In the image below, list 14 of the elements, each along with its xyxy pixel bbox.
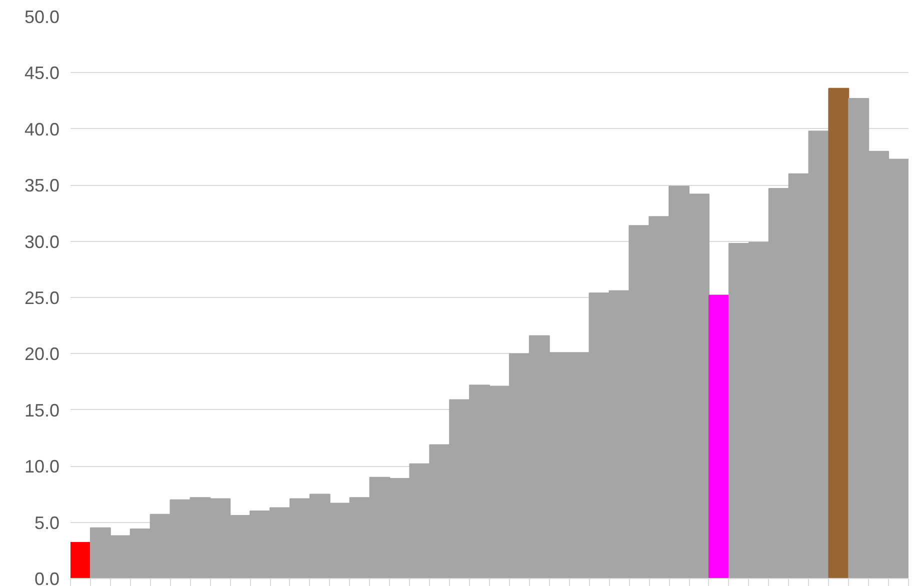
bar xyxy=(708,294,730,578)
y-tick-label: 40.0 xyxy=(24,119,60,140)
y-tick-label: 20.0 xyxy=(24,344,60,364)
y-tick-label: 45.0 xyxy=(24,63,60,84)
y-tick-label: 30.0 xyxy=(24,232,60,252)
bar xyxy=(70,542,91,578)
y-tick-label: 10.0 xyxy=(24,456,60,477)
y-tick-label: 35.0 xyxy=(24,176,60,196)
y-tick-label: 25.0 xyxy=(24,288,60,308)
y-tick-label: 15.0 xyxy=(24,400,60,420)
y-tick-label: 0.0 xyxy=(34,569,60,586)
y-tick-label: 5.0 xyxy=(34,512,60,533)
bar xyxy=(828,88,850,578)
y-tick-label: 50.0 xyxy=(24,7,60,27)
